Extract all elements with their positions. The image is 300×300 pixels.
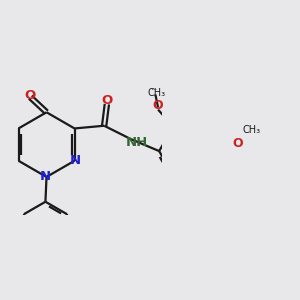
Text: O: O xyxy=(101,94,112,107)
Text: O: O xyxy=(25,88,36,101)
Text: O: O xyxy=(232,137,243,150)
Text: N: N xyxy=(70,154,81,167)
Text: methoxy: methoxy xyxy=(152,89,158,90)
Text: NH: NH xyxy=(125,136,148,149)
Text: CH₃: CH₃ xyxy=(242,125,260,135)
Text: CH₃: CH₃ xyxy=(148,88,166,98)
Text: O: O xyxy=(153,99,164,112)
Text: N: N xyxy=(40,170,51,184)
